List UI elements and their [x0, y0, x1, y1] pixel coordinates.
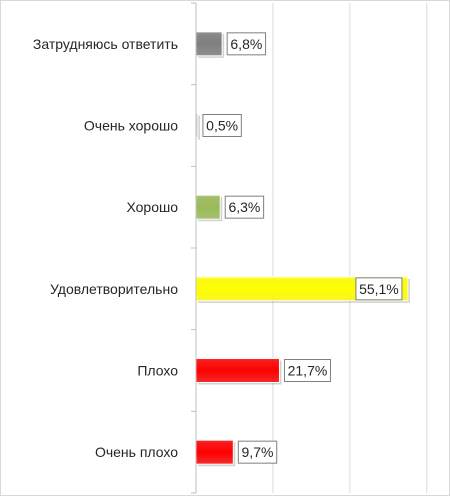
category-label: Затрудняюсь ответить — [33, 36, 178, 52]
data-label-box — [226, 32, 267, 56]
data-label: 0,5% — [206, 118, 238, 134]
bar-3 — [195, 194, 221, 220]
bar-shadow — [198, 115, 200, 140]
data-label: 6,3% — [228, 199, 260, 215]
category-label: Очень хорошо — [84, 118, 178, 134]
bar-6 — [195, 439, 234, 465]
data-label-box — [202, 114, 242, 137]
bar-1 — [195, 31, 223, 57]
data-label: 55,1% — [359, 281, 399, 297]
data-label-box — [283, 359, 331, 382]
bar-5 — [195, 358, 280, 383]
data-label-box — [224, 195, 265, 219]
data-label-box — [355, 277, 403, 301]
category-label: Плохо — [137, 363, 178, 379]
data-label-box — [237, 440, 278, 464]
category-label: Очень плохо — [95, 444, 178, 460]
category-label: Хорошо — [126, 199, 178, 215]
category-label: Удовлетворительно — [50, 281, 178, 297]
data-label: 21,7% — [288, 363, 328, 379]
data-label: 9,7% — [242, 444, 274, 460]
data-label: 6,8% — [230, 36, 262, 52]
